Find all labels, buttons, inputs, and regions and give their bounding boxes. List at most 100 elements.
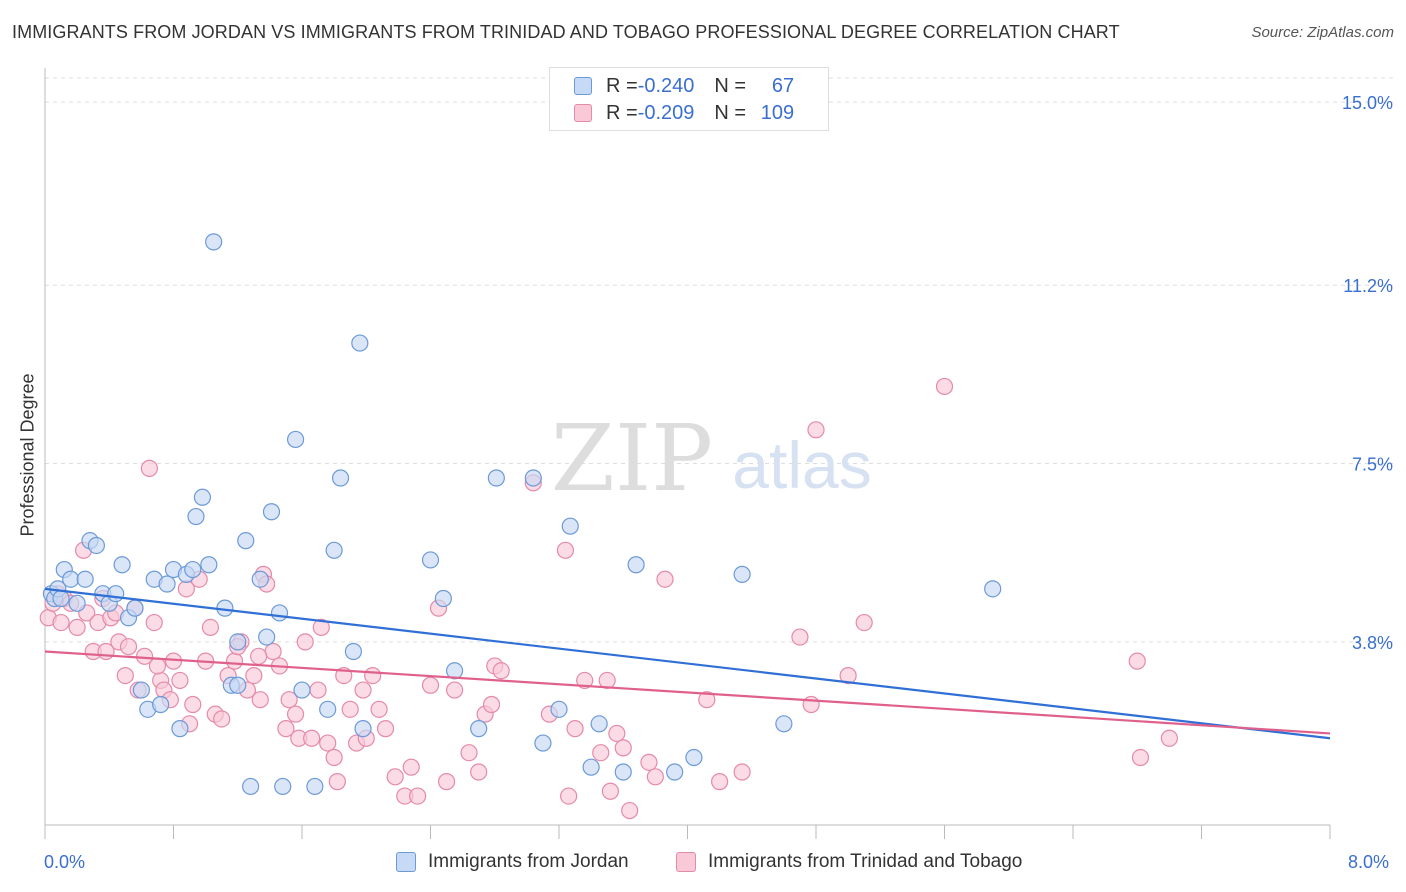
point-jordan: [132, 681, 150, 699]
point-trinidad-tobago: [492, 662, 510, 680]
point-jordan: [561, 517, 579, 535]
point-jordan: [87, 536, 106, 555]
y-tick-label: 3.8%: [1352, 633, 1393, 653]
point-trinidad-tobago: [303, 729, 321, 747]
point-jordan: [158, 575, 176, 593]
point-trinidad-tobago: [386, 768, 404, 786]
point-trinidad-tobago: [470, 763, 488, 781]
series-legend-swatch-jordan: [396, 852, 416, 872]
point-jordan: [524, 469, 542, 487]
grid-lines: [45, 77, 1393, 643]
point-trinidad-tobago: [296, 633, 314, 651]
point-jordan: [205, 233, 223, 251]
point-jordan: [251, 570, 269, 588]
point-trinidad-tobago: [556, 541, 575, 559]
point-jordan: [293, 681, 311, 699]
legend-n-label: N =: [714, 74, 747, 97]
x-tick-label-max: 8.0%: [1348, 852, 1390, 872]
point-trinidad-tobago: [116, 666, 134, 685]
point-trinidad-tobago: [855, 613, 873, 632]
point-trinidad-tobago: [646, 768, 664, 786]
point-jordan: [487, 469, 505, 487]
point-trinidad-tobago: [560, 787, 578, 805]
point-jordan: [351, 334, 369, 352]
point-trinidad-tobago: [621, 801, 639, 820]
point-trinidad-tobago: [1131, 748, 1150, 767]
point-trinidad-tobago: [171, 671, 189, 690]
point-jordan: [775, 715, 793, 733]
point-trinidad-tobago: [1160, 729, 1178, 747]
point-trinidad-tobago: [309, 681, 327, 699]
point-jordan: [306, 777, 324, 796]
point-trinidad-tobago: [319, 734, 337, 752]
point-jordan: [258, 628, 276, 646]
point-jordan: [344, 642, 362, 661]
legend-row-jordan: R = -0.240 N = 67: [574, 73, 794, 99]
point-jordan: [421, 551, 440, 569]
point-trinidad-tobago: [213, 710, 231, 728]
point-trinidad-tobago: [576, 671, 594, 690]
point-jordan: [550, 700, 568, 718]
point-trinidad-tobago: [52, 613, 70, 632]
point-trinidad-tobago: [592, 744, 610, 762]
watermark-zip: ZIP: [551, 405, 713, 512]
point-jordan: [152, 695, 170, 714]
source-note: Source: ZipAtlas.com: [1251, 24, 1394, 41]
point-trinidad-tobago: [286, 705, 305, 723]
point-trinidad-tobago: [251, 691, 269, 709]
point-jordan: [325, 541, 343, 559]
point-trinidad-tobago: [698, 691, 716, 709]
point-jordan: [193, 488, 212, 506]
point-trinidad-tobago: [140, 459, 159, 477]
legend-n-value: 109: [760, 101, 795, 124]
chart-title: IMMIGRANTS FROM JORDAN VS IMMIGRANTS FRO…: [12, 22, 1120, 42]
point-trinidad-tobago: [245, 666, 263, 685]
y-tick-label: 7.5%: [1352, 455, 1393, 475]
trend-line-trinidad-tobago: [44, 650, 1331, 735]
legend-swatch-jordan: [574, 77, 592, 95]
series-legend: Immigrants from Jordan Immigrants from T…: [0, 851, 1406, 879]
point-trinidad-tobago: [614, 739, 632, 757]
point-jordan: [187, 507, 205, 526]
point-trinidad-tobago: [277, 720, 295, 738]
point-trinidad-tobago: [225, 652, 244, 670]
legend-r-label: R =: [606, 101, 638, 124]
trend-line-jordan: [44, 587, 1331, 740]
point-jordan: [62, 570, 80, 588]
series-legend-swatch-trinidad-tobago: [676, 852, 696, 872]
point-jordan: [76, 570, 94, 588]
point-trinidad-tobago: [145, 613, 163, 632]
point-trinidad-tobago: [656, 570, 674, 588]
point-trinidad-tobago: [264, 642, 282, 661]
point-trinidad-tobago: [119, 638, 138, 656]
point-trinidad-tobago: [148, 657, 167, 675]
point-trinidad-tobago: [376, 720, 395, 738]
point-trinidad-tobago: [460, 744, 478, 762]
point-trinidad-tobago: [68, 618, 86, 637]
point-jordan: [184, 560, 202, 579]
point-trinidad-tobago: [935, 377, 954, 396]
point-trinidad-tobago: [250, 647, 268, 665]
point-jordan: [445, 662, 464, 680]
point-jordan: [590, 715, 608, 733]
point-jordan: [262, 503, 281, 521]
point-jordan: [582, 758, 600, 776]
point-trinidad-tobago: [184, 695, 202, 714]
point-trinidad-tobago: [791, 628, 809, 646]
y-tick-labels: 3.8% 7.5% 11.2% 15.0%: [1342, 93, 1393, 653]
legend-r-value: -0.240: [637, 74, 695, 97]
point-jordan: [126, 599, 144, 617]
point-trinidad-tobago: [409, 787, 427, 805]
series-jordan: [42, 233, 1002, 796]
point-trinidad-tobago: [312, 618, 330, 637]
point-jordan: [113, 556, 131, 574]
correlation-legend: R = -0.240 N = 67 R = -0.209 N = 109: [549, 67, 829, 131]
point-jordan: [200, 556, 218, 574]
point-trinidad-tobago: [341, 700, 359, 718]
legend-r-value: -0.209: [637, 101, 695, 124]
legend-r-label: R =: [606, 74, 638, 97]
y-tick-label: 15.0%: [1342, 93, 1393, 113]
point-jordan: [52, 589, 70, 608]
point-trinidad-tobago: [364, 666, 382, 685]
